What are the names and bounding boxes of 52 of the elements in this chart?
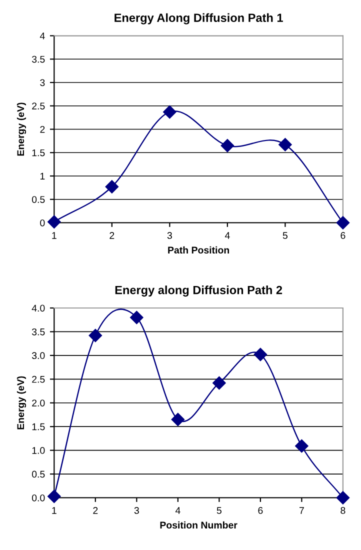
y-axis-title: Energy (eV) [16,102,26,156]
x-tick-label: 5 [282,232,288,239]
x-axis-title: Position Number [160,521,238,529]
y-tick-label: 1.5 [32,149,45,156]
x-tick-label: 3 [134,507,139,514]
x-tick-label: 4 [175,507,180,514]
point [48,490,61,503]
y-tick-label: 2 [40,126,45,133]
y-tick-label: 3 [40,79,45,86]
x-tick-label: 3 [167,232,172,239]
chart-title: Energy Along Diffusion Path 1 [114,13,283,24]
y-tick-label: 2.5 [32,376,45,383]
x-tick-label: 5 [216,507,222,514]
y-tick-label: 3.5 [32,328,45,336]
point [130,310,144,324]
point [295,439,308,453]
y-tick-label: 1.5 [32,423,45,430]
y-tick-label: 2.0 [32,400,45,406]
y-tick-label: 0 [40,219,45,226]
y-tick-label: 3.5 [32,56,45,63]
y-tick-label: 1 [40,172,45,180]
point [278,138,292,152]
y-axis-title: Energy (eV) [16,376,26,430]
point [336,216,350,230]
x-tick-label: 2 [93,507,98,514]
point [171,412,185,426]
x-tick-label: 7 [299,507,304,514]
chart-title: Energy along Diffusion Path 2 [115,286,282,297]
x-tick-label: 6 [340,232,346,239]
x-tick-label: 2 [110,232,114,239]
point [254,348,268,362]
point [212,376,226,390]
x-tick-label: 1 [52,507,56,514]
point [88,328,102,342]
y-tick-label: 4.0 [32,304,45,312]
y-tick-label: 0.5 [32,470,45,478]
point [336,491,350,504]
point [105,180,118,194]
x-tick-label: 6 [258,507,263,514]
y-tick-label: 3.0 [32,352,45,360]
point [220,139,234,152]
y-tick-label: 0.5 [32,196,45,203]
y-tick-label: 4 [40,32,45,40]
point [48,215,61,228]
x-tick-label: 1 [52,232,56,239]
y-tick-label: 2.5 [32,102,45,110]
y-tick-label: 1.0 [32,447,45,454]
x-tick-label: 4 [224,232,230,239]
y-tick-label: 0.0 [32,494,45,502]
x-tick-label: 8 [340,507,346,514]
x-axis-title: Path Position [168,246,230,254]
point [163,105,176,119]
